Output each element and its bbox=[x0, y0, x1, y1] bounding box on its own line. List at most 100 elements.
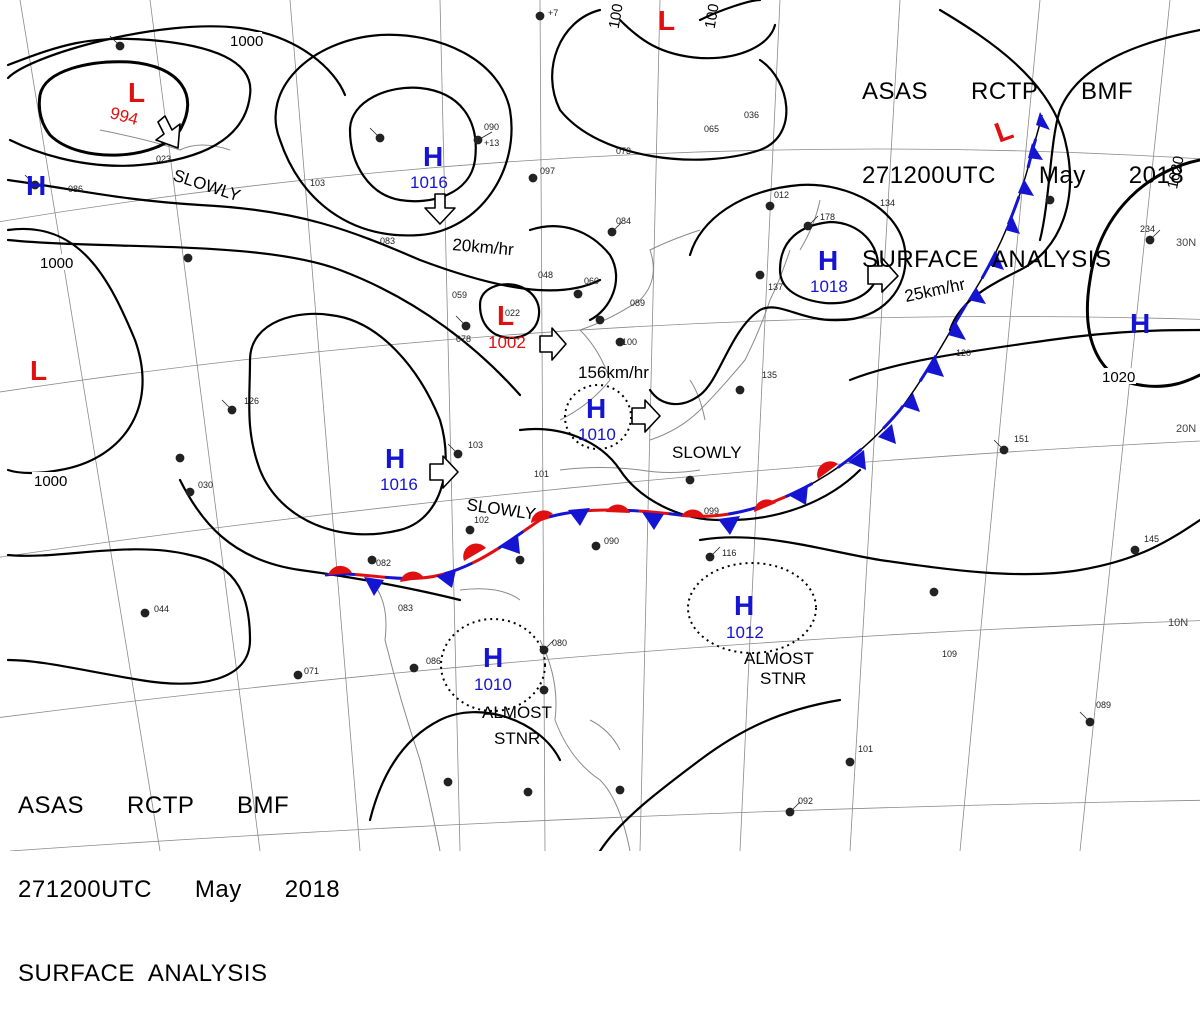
svg-text:126: 126 bbox=[244, 396, 259, 406]
svg-text:097: 097 bbox=[540, 166, 555, 176]
svg-text:086: 086 bbox=[68, 184, 83, 194]
svg-text:048: 048 bbox=[538, 270, 553, 280]
svg-text:L: L bbox=[30, 355, 47, 386]
isobar-label: 1020 bbox=[1164, 154, 1188, 190]
svg-text:145: 145 bbox=[1144, 534, 1159, 544]
svg-text:178: 178 bbox=[820, 212, 835, 222]
svg-text:+13: +13 bbox=[484, 138, 499, 148]
svg-text:151: 151 bbox=[1014, 434, 1029, 444]
svg-text:099: 099 bbox=[704, 506, 719, 516]
motion-arrow-icon bbox=[429, 455, 459, 489]
svg-text:084: 084 bbox=[616, 216, 631, 226]
svg-text:10N: 10N bbox=[1168, 617, 1188, 629]
svg-text:1016: 1016 bbox=[380, 475, 418, 494]
station-plots bbox=[24, 11, 1161, 817]
isobar-labels: 1000 1000 1000 1020 1020 100 100 bbox=[32, 2, 1188, 490]
svg-text:036: 036 bbox=[744, 110, 759, 120]
motion-arrow-icon bbox=[867, 257, 899, 293]
svg-text:+7: +7 bbox=[548, 8, 558, 18]
isobar-label: 1000 bbox=[230, 33, 263, 50]
svg-text:1018: 1018 bbox=[810, 277, 848, 296]
svg-text:134: 134 bbox=[880, 198, 895, 208]
svg-text:137: 137 bbox=[768, 282, 783, 292]
svg-text:1010: 1010 bbox=[474, 675, 512, 694]
coastlines bbox=[99, 129, 821, 851]
svg-text:090: 090 bbox=[604, 536, 619, 546]
svg-text:082: 082 bbox=[376, 558, 391, 568]
pressure-systems: L 994 H H 1016 L 1002 L H 1016 H 1010 L … bbox=[26, 5, 1150, 694]
header-bottom-left: ASAS RCTP BMF 271200UTC May 2018 SURFACE… bbox=[18, 736, 340, 1016]
svg-text:H: H bbox=[734, 590, 754, 621]
header-line-3: SURFACE ANALYSIS bbox=[862, 246, 1112, 273]
svg-text:103: 103 bbox=[310, 178, 325, 188]
svg-text:1010: 1010 bbox=[578, 425, 616, 444]
header-line-1: ASAS RCTP BMF bbox=[862, 78, 1134, 105]
stationary-front bbox=[324, 112, 1050, 596]
header-top-right: ASAS RCTP BMF 271200UTC May 2018 SURFACE… bbox=[862, 22, 1184, 302]
svg-text:101: 101 bbox=[858, 744, 873, 754]
isobar-label: 100 bbox=[606, 2, 627, 30]
svg-text:101: 101 bbox=[534, 469, 549, 479]
svg-text:102: 102 bbox=[474, 515, 489, 525]
header-line-3: SURFACE ANALYSIS bbox=[18, 960, 268, 987]
high-pressure-center: H bbox=[1130, 308, 1150, 339]
isobar-label: 1000 bbox=[40, 255, 73, 272]
motion-label: STNR bbox=[494, 729, 540, 748]
svg-text:044: 044 bbox=[154, 604, 169, 614]
svg-text:060: 060 bbox=[584, 276, 599, 286]
svg-text:065: 065 bbox=[704, 124, 719, 134]
isobar-label: 1000 bbox=[34, 473, 67, 490]
high-pressure-center: H 1010 bbox=[578, 393, 616, 444]
svg-text:073: 073 bbox=[616, 146, 631, 156]
motion-arrow-icon bbox=[539, 327, 567, 361]
motion-label: STNR bbox=[760, 669, 806, 688]
svg-text:1002: 1002 bbox=[488, 333, 526, 352]
svg-text:L: L bbox=[658, 5, 675, 36]
svg-text:135: 135 bbox=[762, 370, 777, 380]
motion-label: ALMOST bbox=[482, 703, 552, 722]
header-line-2: 271200UTC May 2018 bbox=[862, 162, 1185, 189]
motion-arrows bbox=[155, 115, 899, 489]
svg-text:116: 116 bbox=[722, 548, 736, 558]
svg-text:H: H bbox=[818, 245, 838, 276]
high-pressure-center: H 1016 bbox=[380, 443, 418, 494]
svg-text:H: H bbox=[26, 170, 46, 201]
svg-text:L: L bbox=[497, 300, 514, 331]
svg-text:H: H bbox=[1130, 308, 1150, 339]
svg-text:089: 089 bbox=[1096, 700, 1111, 710]
high-pressure-center: H 1010 bbox=[474, 642, 512, 694]
low-pressure-center: L 1002 bbox=[488, 300, 526, 352]
low-pressure-center: L bbox=[30, 355, 47, 386]
svg-text:H: H bbox=[586, 393, 606, 424]
svg-text:092: 092 bbox=[798, 796, 813, 806]
motion-label: SLOWLY bbox=[672, 443, 742, 462]
svg-text:071: 071 bbox=[304, 666, 319, 676]
motion-arrow-icon bbox=[631, 399, 661, 433]
svg-text:089: 089 bbox=[630, 298, 645, 308]
svg-text:1016: 1016 bbox=[410, 173, 448, 192]
motion-label: 156km/hr bbox=[578, 363, 649, 382]
svg-text:023: 023 bbox=[156, 154, 171, 164]
motion-label: ALMOST bbox=[744, 649, 814, 668]
surface-analysis-map: 1000 1000 1000 1020 1020 100 100 L 994 H… bbox=[0, 0, 1200, 851]
svg-text:078: 078 bbox=[456, 334, 471, 344]
header-line-2: 271200UTC May 2018 bbox=[18, 876, 341, 903]
svg-text:1012: 1012 bbox=[726, 623, 764, 642]
low-pressure-center: L bbox=[658, 5, 675, 36]
isobar-label: 100 bbox=[702, 2, 723, 30]
station-numbers: +7 +13 084 048 059 078 022 060 089 100 1… bbox=[68, 8, 1159, 806]
svg-text:030: 030 bbox=[198, 480, 213, 490]
svg-text:H: H bbox=[385, 443, 405, 474]
svg-text:30N: 30N bbox=[1176, 237, 1196, 249]
motion-arrow-icon bbox=[155, 115, 181, 149]
high-pressure-center: H 1012 bbox=[726, 590, 764, 642]
header-line-1: ASAS RCTP BMF bbox=[18, 792, 290, 819]
svg-text:100: 100 bbox=[622, 337, 637, 347]
high-pressure-center: H 1016 bbox=[410, 141, 448, 192]
svg-text:090: 090 bbox=[484, 122, 499, 132]
high-pressure-center: H bbox=[26, 170, 46, 201]
motion-arrow-icon bbox=[424, 193, 456, 225]
svg-text:H: H bbox=[483, 642, 503, 673]
isobar-label: 1020 bbox=[1102, 369, 1135, 386]
svg-text:012: 012 bbox=[774, 190, 789, 200]
